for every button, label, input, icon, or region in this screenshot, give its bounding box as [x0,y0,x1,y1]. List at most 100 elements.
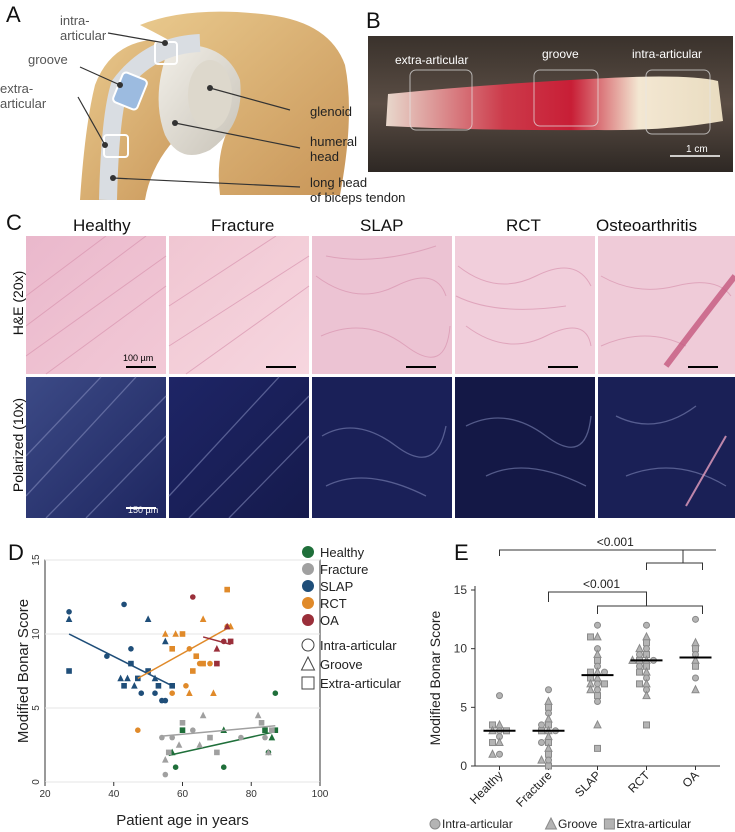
category-label: SLAP [572,768,604,800]
label-biceps-tendon: long head of biceps tendon [310,175,406,205]
data-point-oa [213,645,221,652]
scale-he-label: 100 µm [123,353,154,363]
data-point-oa [692,662,699,670]
panel-e-letter: E [454,540,469,565]
data-point-rct [207,660,213,667]
data-point-rct [179,631,186,637]
data-point-slap [601,680,608,688]
y-tick-label: 0 [460,759,467,773]
data-point-fracture [196,741,203,748]
column-header-fracture: Fracture [211,216,275,235]
data-point-rct [643,721,650,729]
data-point-rct [643,621,650,629]
data-point-slap [594,621,601,629]
data-point-fracture [538,739,545,747]
shoulder-illustration [77,11,349,200]
data-point-rct [642,631,651,641]
significance-bracket-2 [548,591,647,606]
data-point-rct [636,680,643,688]
row-label-polarized: Polarized (10x) [10,397,26,493]
data-point-fracture [265,748,272,756]
data-point-slap [594,692,601,700]
data-point-healthy [220,764,227,770]
data-point-healthy [172,764,179,770]
data-point-slap [593,649,602,659]
column-header-rct: RCT [506,216,541,235]
fit-line-rct [137,625,231,680]
category-label: OA [679,768,701,790]
y-tick-label: 10 [454,642,468,656]
scatter-plot-d: D 0 5 10 15 20 40 60 80 100 Patient age in years Mo… [8,540,402,829]
data-point-fracture [545,703,552,711]
data-point-fracture [545,756,552,764]
data-point-rct [642,678,651,688]
data-point-oa [691,684,700,694]
data-point-oa [691,637,700,647]
data-point-rct [636,668,643,676]
dot-plot-e: E 0 5 10 15 Modified Bonar Score Healthy Fractu… [427,535,720,831]
fit-line-slap [68,633,173,687]
data-point-oa [190,594,196,600]
data-point-rct [642,690,651,700]
fit-line-healthy [168,730,276,757]
data-point-slap [65,615,73,622]
data-point-fracture [537,755,546,764]
fit-line-fracture [161,725,276,737]
data-point-slap [587,633,594,641]
legend-label-rct: RCT [320,596,347,611]
data-point-rct [193,653,200,659]
data-point-fracture [179,720,186,726]
data-point-oa [214,660,220,667]
data-point-healthy [489,739,496,747]
label-b-groove: groove [542,47,579,61]
data-point-slap [66,609,72,615]
legend-label-triangle: Groove [558,817,598,831]
significance-subbracket-1 [646,562,703,570]
data-point-oa [692,674,699,682]
data-point-slap [594,744,601,752]
label-groove: groove [28,52,68,67]
data-point-rct [200,660,206,667]
significance-subbracket-2 [597,605,703,614]
data-point-slap [593,719,602,729]
legend-swatch-oa [302,614,314,626]
y-tick-label: 5 [31,705,42,711]
data-point-slap [152,690,158,696]
data-point-slap [594,656,601,664]
data-point-rct [172,630,179,637]
data-point-rct [643,639,650,647]
data-point-slap [594,697,601,705]
x-tick-label: 80 [246,789,258,800]
data-point-rct [636,662,643,670]
y-tick-label: 15 [454,583,468,597]
data-point-slap [162,697,169,704]
y-axis-title: Modified Bonar Score [15,599,32,743]
data-point-rct [162,630,169,637]
data-point-rct [643,645,650,653]
histology-grid [26,236,735,518]
legend-shape-label-square: Extra-articular [320,676,402,691]
scale-bar-label: 1 cm [686,144,708,155]
data-point-slap [593,631,602,641]
legend-swatch-slap [302,580,314,592]
data-point-healthy [272,690,279,696]
data-point-fracture [238,734,244,741]
data-point-fracture [169,734,175,741]
data-point-slap [138,690,145,696]
data-point-slap [128,660,134,667]
data-point-fracture [214,749,220,756]
data-point-rct [169,646,175,652]
data-point-oa [223,622,231,630]
data-point-healthy [272,727,279,733]
panel-d-letter: D [8,540,24,565]
legend-label-oa: OA [320,613,339,628]
data-point-slap [145,668,151,674]
data-point-oa [692,645,699,653]
data-point-fracture [199,711,207,719]
legend-shape-square [603,818,615,830]
label-b-extra: extra-articular [395,53,469,67]
category-label: RCT [625,768,653,796]
data-point-slap [117,674,124,682]
data-point-fracture [190,727,196,733]
data-point-healthy [495,719,504,729]
